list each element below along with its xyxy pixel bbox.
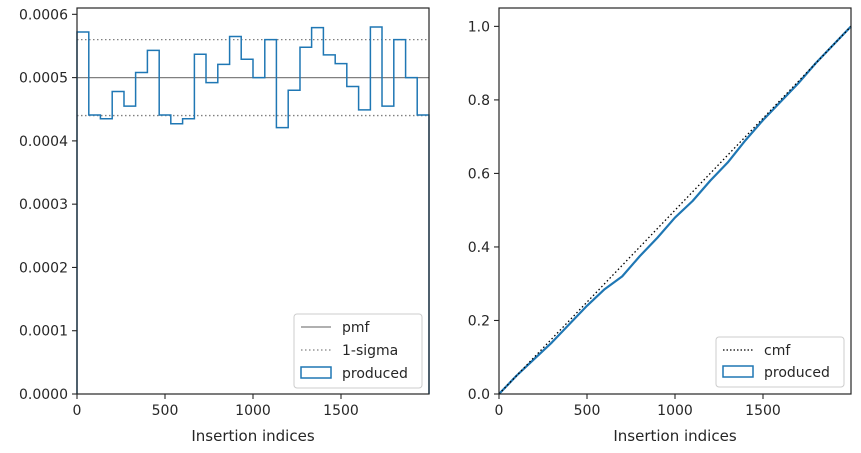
right-y-tick-label: 1.0 [468,19,490,35]
histogram-bin [276,128,288,394]
right-y-tick-label: 0.8 [468,93,490,109]
histogram-bin [100,119,112,394]
right-axes-frame [498,7,852,395]
right-plot-marks [498,25,852,395]
histogram-bin [77,32,89,394]
histogram-bin [124,106,136,394]
left-y-tick-label: 0.0004 [19,134,68,150]
produced-cumulative-line [498,25,852,395]
left-x-tick-label: 0 [73,403,82,419]
histogram-bin [183,119,195,394]
left-legend: pmf 1-sigma produced [293,313,423,389]
histogram-bin [147,50,159,394]
right-legend: cmf produced [715,336,845,388]
right-x-tick-label: 1000 [657,403,693,419]
left-y-tick-label: 0.0001 [19,324,68,340]
right-ticks: 0 500 1000 1500 0.0 0.2 0.4 0.6 0.8 1.0 [468,19,781,419]
legend-produced-swatch-right [722,365,754,378]
left-y-tick-label: 0.0006 [19,7,68,23]
histogram-bin [265,40,277,394]
histogram-bin [171,124,183,394]
histogram-bin [241,59,253,394]
histogram-bin [136,73,148,394]
left-x-tick-label: 500 [152,403,179,419]
right-x-axis-label: Insertion indices [613,427,736,445]
histogram-bin [218,64,230,394]
cmf-panel: 0 500 1000 1500 0.0 0.2 0.4 0.6 0.8 1.0 Insertion… [468,7,852,445]
right-x-tick-label: 500 [574,403,601,419]
left-x-tick-label: 1000 [235,403,271,419]
pmf-histogram-panel: 0 500 1000 1500 0.0000 0.0001 0.0002 0.0003 0.00… [19,7,430,445]
histogram-bin [230,36,242,394]
right-y-tick-label: 0.4 [468,240,490,256]
histogram-bin [206,83,218,394]
legend-produced-label: produced [342,366,408,382]
legend-pmf-label: pmf [342,320,371,336]
histogram-bin [112,92,124,394]
right-y-tick-label: 0.0 [468,387,490,403]
left-y-tick-label: 0.0003 [19,197,68,213]
left-y-tick-label: 0.0005 [19,71,68,87]
left-x-tick-label: 1500 [323,403,359,419]
legend-produced-label-right: produced [764,365,830,381]
left-y-tick-label: 0.0002 [19,260,68,276]
left-x-axis-label: Insertion indices [191,427,314,445]
cmf-line [498,25,852,395]
left-plot-marks [76,26,430,394]
produced-histogram-steps [76,26,430,394]
right-y-tick-label: 0.6 [468,166,490,182]
left-ticks: 0 500 1000 1500 0.0000 0.0001 0.0002 0.0003 0.00… [19,7,359,419]
left-y-tick-label: 0.0000 [19,387,68,403]
legend-produced-swatch [300,366,332,379]
histogram-bin [194,54,206,394]
histogram-bin [253,78,265,394]
legend-1-sigma-label: 1-sigma [342,343,398,359]
histogram-bin [89,115,101,394]
histogram-bin [159,115,171,394]
legend-cmf-label: cmf [764,343,791,359]
left-legend-box [293,313,423,389]
right-x-tick-label: 0 [495,403,504,419]
right-y-tick-label: 0.2 [468,313,490,329]
right-x-tick-label: 1500 [745,403,781,419]
